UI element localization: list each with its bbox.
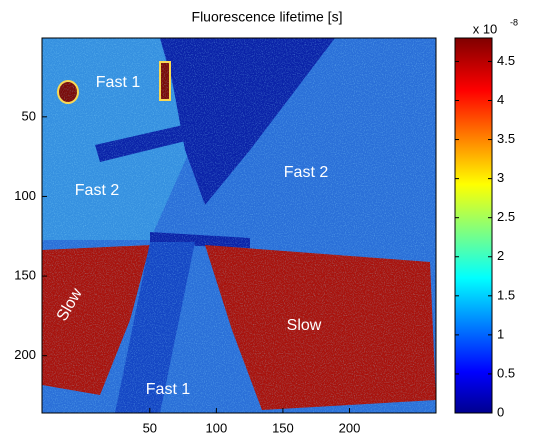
- colorbar-multiplier: x 10: [473, 21, 498, 36]
- colorbar-tick-label: 3.5: [497, 131, 515, 146]
- x-tick-label: 50: [143, 420, 157, 435]
- colorbar-exponent: -8: [510, 17, 518, 27]
- chart-title: Fluorescence lifetime [s]: [192, 9, 343, 25]
- chart: Fluorescence lifetime [s] x 10 -8 50 100 1…: [0, 0, 535, 439]
- annotation: Fast 2: [75, 182, 120, 199]
- colorbar-tick-label: 0.5: [497, 365, 515, 380]
- colorbar-tick-label: 1.5: [497, 287, 515, 302]
- annotation: Fast 1: [146, 381, 191, 398]
- annotation: Slow: [287, 317, 322, 334]
- x-tick-label: 100: [206, 420, 228, 435]
- x-tick-label: 200: [339, 420, 361, 435]
- x-tick-label: 150: [272, 420, 294, 435]
- image-noise: [42, 38, 436, 413]
- page: Fluorescence lifetime [s] x 10 -8 50 100 1…: [0, 0, 535, 439]
- y-tick-label: 150: [14, 267, 36, 282]
- y-tick-label: 50: [22, 108, 36, 123]
- annotation: Fast 2: [284, 164, 329, 181]
- annotation: Fast 1: [96, 74, 141, 91]
- y-tick-label: 200: [14, 347, 36, 362]
- colorbar-tick-label: 4.5: [497, 53, 515, 68]
- colorbar: [455, 38, 492, 413]
- colorbar-tick-label: 1: [497, 326, 504, 341]
- colorbar-tick-label: 2: [497, 248, 504, 263]
- colorbar-tick-label: 4: [497, 92, 504, 107]
- colorbar-tick-label: 0: [497, 404, 504, 419]
- colorbar-tick-label: 2.5: [497, 209, 515, 224]
- colorbar-tick-label: 3: [497, 170, 504, 185]
- lifetime-image: [42, 38, 436, 413]
- y-tick-label: 100: [14, 188, 36, 203]
